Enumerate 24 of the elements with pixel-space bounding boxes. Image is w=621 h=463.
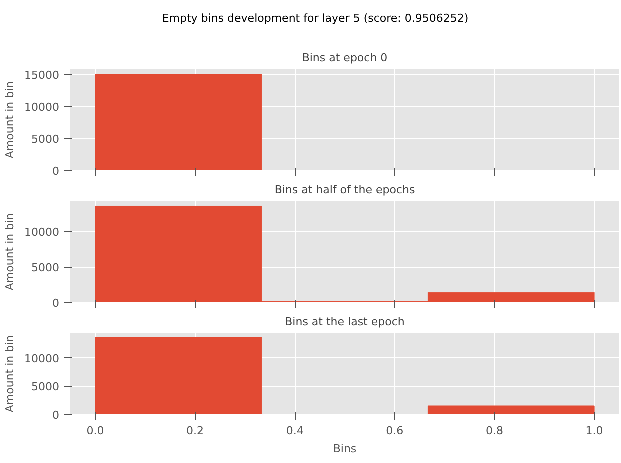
y-tick-label: 5000 (32, 132, 60, 146)
y-tick-label: 0 (52, 409, 60, 422)
x-axis-title: Bins (333, 442, 357, 456)
x-tick-label: 0.6 (386, 424, 404, 438)
x-tick-label: 0.0 (86, 424, 104, 438)
chart-title: Bins at epoch 0 (302, 52, 388, 64)
y-tick-label: 0 (52, 297, 60, 310)
y-tick-label: 5000 (32, 262, 60, 275)
y-tick-label: 10000 (24, 100, 60, 114)
y-tick-label: 0 (52, 165, 60, 178)
y-tick-label: 5000 (32, 380, 60, 394)
y-tick-label: 15000 (24, 68, 60, 82)
y-axis-title: Amount in bin (4, 213, 17, 291)
y-tick-label: 10000 (24, 352, 60, 366)
chart-title: Bins at half of the epochs (274, 184, 416, 196)
x-tick-label: 1.0 (586, 424, 604, 438)
x-tick-label: 0.2 (186, 424, 204, 438)
y-tick-label: 10000 (24, 226, 60, 240)
text: Empty bins development for layer 5 (score: 0.9506252) (162, 11, 469, 27)
chart-title: Bins at the last epoch (285, 316, 405, 328)
y-axis-title: Amount in bin (4, 335, 17, 413)
y-axis-title: Amount in bin (4, 81, 17, 159)
x-tick-label: 0.8 (486, 424, 504, 438)
x-tick-label: 0.4 (286, 424, 304, 438)
